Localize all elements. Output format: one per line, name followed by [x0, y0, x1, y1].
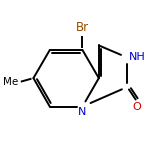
Text: O: O	[133, 102, 142, 112]
Text: Br: Br	[76, 21, 89, 35]
Text: Me: Me	[3, 77, 18, 87]
Text: NH: NH	[129, 52, 146, 62]
Text: N: N	[78, 107, 87, 117]
